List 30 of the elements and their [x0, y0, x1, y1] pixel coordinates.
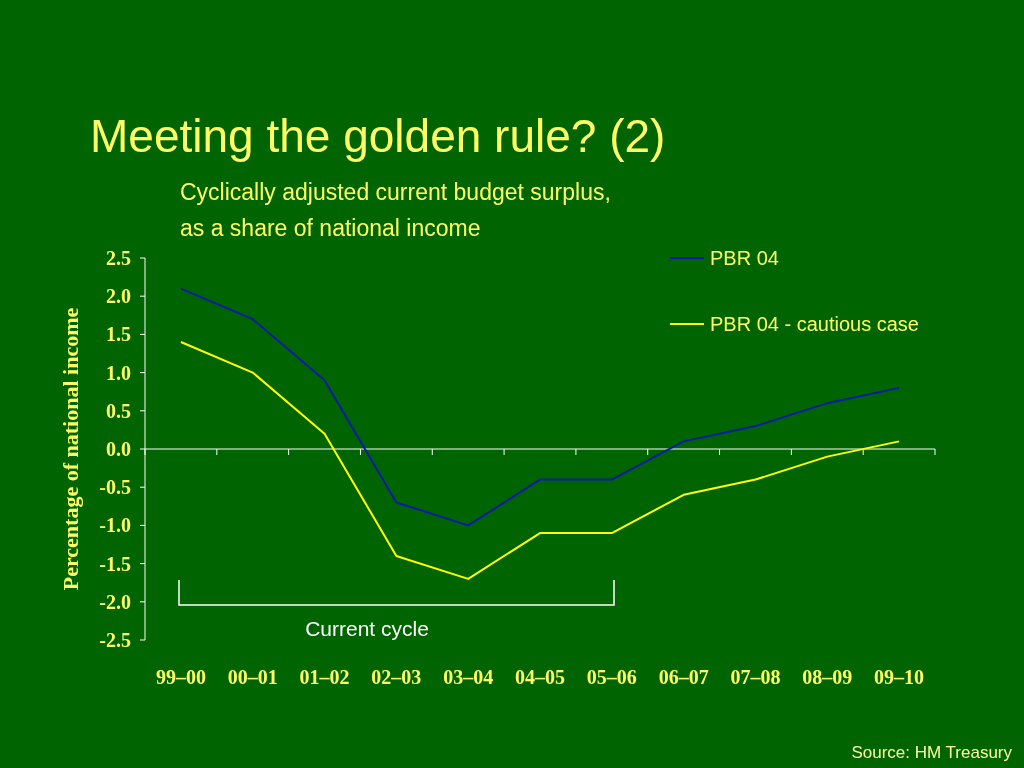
x-tick-label: 03–04 — [443, 666, 494, 688]
line-series — [179, 341, 901, 580]
y-tick-label: -1.5 — [99, 552, 131, 575]
y-tick-label: -2.0 — [99, 590, 131, 613]
y-tick-label: 2.5 — [106, 247, 131, 269]
y-tick-label: 1.5 — [106, 323, 131, 346]
y-tick-label: 1.0 — [106, 361, 131, 384]
y-tick-label: 0.0 — [106, 438, 131, 460]
y-tick-label: -1.0 — [99, 514, 131, 537]
y-tick-label: 2.0 — [106, 285, 131, 308]
x-tick-label: 06–07 — [658, 666, 709, 688]
x-tick-label: 09–10 — [874, 666, 925, 688]
y-axis-title: Percentage of national income — [58, 307, 83, 591]
x-tick-label: 02–03 — [371, 666, 422, 688]
source-note: Source: HM Treasury — [851, 743, 1013, 762]
x-tick-label: 00–01 — [227, 666, 278, 688]
annotation: Current cycle — [305, 617, 429, 640]
legend-label: PBR 04 — [710, 247, 779, 269]
x-tick-label: 04–05 — [515, 666, 565, 688]
y-tick-label: -2.5 — [99, 629, 131, 651]
y-tick-label: -0.5 — [99, 476, 131, 499]
x-tick-label: 07–08 — [730, 666, 781, 688]
chart-subtitle: Cyclically adjusted current budget surplus, as a share of national income — [180, 179, 611, 241]
legend-label: PBR 04 - cautious case — [710, 313, 919, 335]
x-tick-label: 05–06 — [586, 666, 637, 688]
y-tick-label: 0.5 — [106, 399, 131, 422]
chart-title: Meeting the golden rule? (2) — [90, 110, 666, 162]
x-tick-label: 01–02 — [299, 666, 350, 688]
x-tick-label: 99–00 — [155, 666, 206, 688]
x-tick-label: 08–09 — [802, 666, 853, 688]
